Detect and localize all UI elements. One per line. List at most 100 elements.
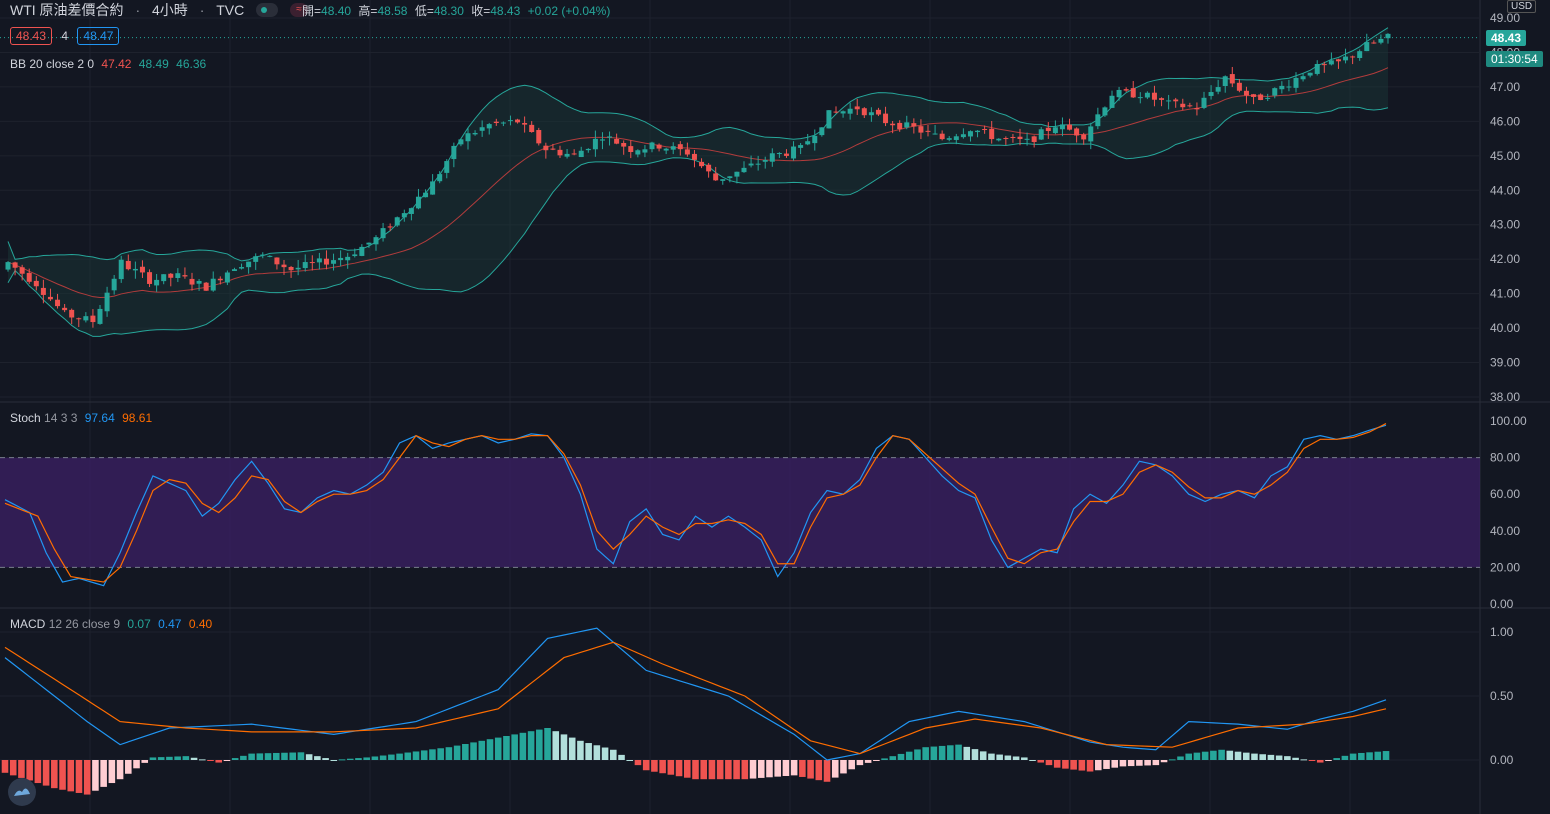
macd-hist-bar	[823, 760, 831, 782]
candle-body	[295, 267, 301, 270]
candle-body	[217, 278, 223, 281]
macd-hist-bar	[1374, 751, 1382, 760]
candle-body	[168, 273, 174, 278]
currency-label[interactable]: USD	[1507, 0, 1537, 13]
price-axis: 49.0048.0047.0046.0045.0044.0043.0042.00…	[1490, 11, 1527, 767]
macd-hist-bar	[782, 760, 790, 776]
candle-body	[656, 144, 662, 149]
macd-hist-bar	[881, 758, 888, 760]
macd-hist-bar	[379, 755, 387, 760]
candle-body	[90, 315, 96, 323]
macd-hist-bar	[248, 753, 255, 760]
bb-basis-line	[7, 67, 1389, 299]
macd-hist-bar	[922, 747, 929, 760]
macd-hist-bar	[593, 745, 601, 760]
price-tick-label: 39.00	[1490, 356, 1520, 370]
stoch-band	[0, 457, 1480, 568]
macd-hist-bar	[659, 760, 666, 774]
macd-hist-bar	[864, 760, 872, 763]
macd-hist-bar	[716, 760, 724, 780]
macd-hist-bar	[1366, 752, 1373, 760]
macd-legend[interactable]: MACD 12 26 close 9 0.07 0.47 0.40	[10, 617, 213, 631]
candle-body	[989, 128, 995, 140]
candle-body	[840, 111, 846, 114]
candle-body	[479, 127, 485, 131]
candle-body	[960, 134, 966, 138]
low-label: 低	[414, 4, 427, 18]
candle-body	[246, 261, 252, 268]
macd-hist-bar	[462, 744, 469, 760]
buy-button[interactable]: 48.47	[77, 27, 120, 45]
candle-body	[366, 242, 372, 245]
macd-hist-bar	[766, 760, 773, 778]
macd-hist-bar	[18, 760, 25, 778]
candle-body	[1314, 63, 1320, 74]
macd-hist-bar	[141, 760, 149, 763]
macd-hist-bar	[100, 760, 107, 787]
candle-body	[111, 278, 117, 291]
macd-hist-bar	[552, 731, 560, 760]
candle-body	[451, 145, 457, 160]
symbol-name[interactable]: WTI 原油差價合約	[10, 2, 124, 18]
candle-body	[635, 150, 641, 155]
macd-hist-bar	[1103, 760, 1110, 769]
macd-hist-bar	[675, 760, 683, 777]
candle-body	[585, 148, 591, 151]
macd-hist-bar	[75, 760, 83, 793]
sell-button[interactable]: 48.43	[10, 27, 53, 45]
macd-hist-bar	[1144, 760, 1151, 766]
candle-body	[281, 264, 287, 268]
candle-body	[691, 153, 697, 160]
candle-body	[260, 254, 266, 256]
candle-body	[1229, 74, 1235, 84]
candle-body	[139, 266, 145, 273]
macd-hist-bar	[1160, 760, 1168, 763]
candle-body	[578, 150, 584, 158]
candle-body	[642, 149, 648, 153]
candle-body	[26, 272, 32, 282]
macd-hist-bar	[749, 760, 757, 779]
candle-body	[1095, 114, 1101, 127]
candle-body	[97, 308, 103, 324]
stoch-legend[interactable]: Stoch 14 3 3 97.64 98.61	[10, 411, 153, 425]
bb-legend[interactable]: BB 20 close 2 0 47.42 48.49 46.36	[10, 57, 207, 71]
candle-body	[1194, 107, 1200, 110]
macd-hist-bar	[445, 747, 453, 760]
macd-hist-bar	[453, 745, 461, 760]
interval[interactable]: 4小時	[152, 2, 188, 18]
macd-hist-bar	[1086, 760, 1094, 772]
candle-body	[55, 299, 61, 307]
candle-body	[1123, 89, 1129, 91]
macd-hist-bar	[914, 749, 921, 760]
macd-line	[4, 627, 1387, 761]
candle-body	[104, 292, 110, 312]
candle-body	[196, 280, 202, 284]
macd-hist-bar	[494, 737, 502, 760]
candle-body	[826, 110, 832, 129]
macd-hist-bar	[486, 739, 494, 760]
macd-hist-bar	[536, 729, 543, 760]
candle-body	[769, 153, 775, 162]
candle-body	[189, 278, 195, 285]
price-tick-label: 42.00	[1490, 252, 1520, 266]
candle-body	[500, 122, 506, 124]
candle-body	[953, 136, 959, 140]
macd-hist-bar	[1021, 757, 1028, 760]
price-tick-label: 43.00	[1490, 218, 1520, 232]
candle-body	[1017, 136, 1023, 140]
candle-body	[507, 120, 513, 122]
macd-hist-bar	[1152, 760, 1160, 766]
macd-hist-bar	[807, 760, 814, 779]
macd-hist-bar	[1284, 756, 1291, 760]
candle-body	[338, 257, 344, 261]
stoch-tick-label: 60.00	[1490, 487, 1520, 501]
macd-line: 0.47	[158, 617, 182, 631]
macd-hist-bar	[67, 760, 75, 792]
tradingview-logo[interactable]	[8, 778, 36, 806]
candle-body	[125, 260, 131, 270]
compare-icon[interactable]: ≈	[290, 3, 309, 18]
candle-body	[253, 256, 259, 262]
candle-body	[1074, 128, 1080, 136]
macd-hist-bar	[1358, 752, 1365, 760]
